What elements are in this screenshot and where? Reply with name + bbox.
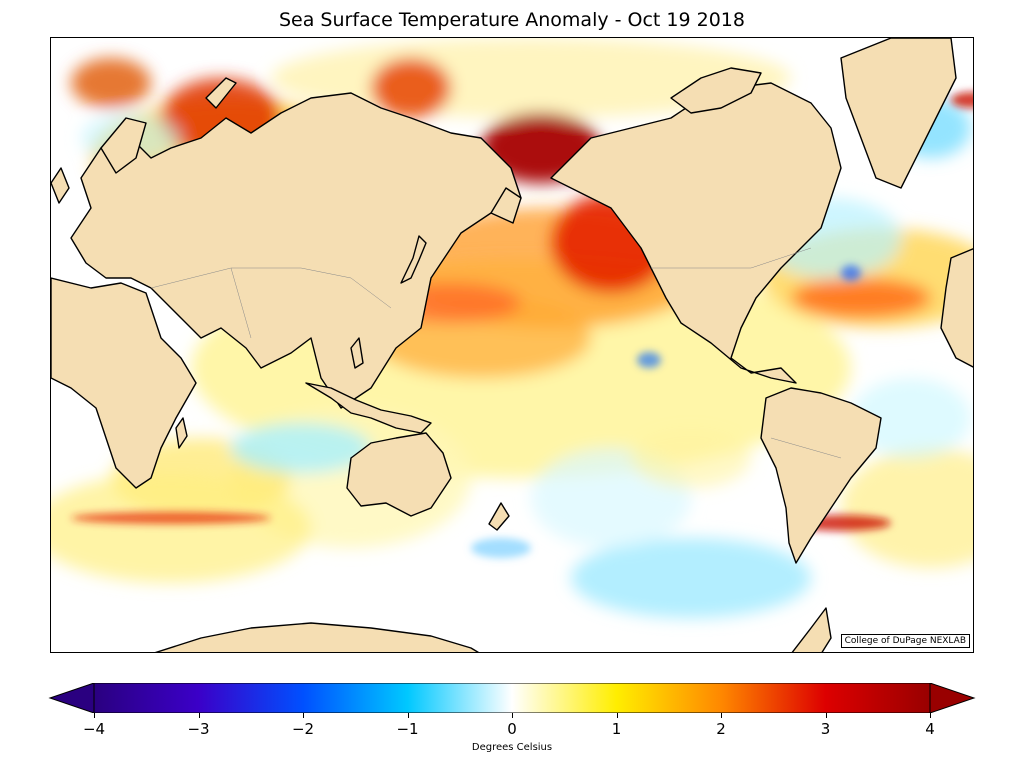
colorbar-tick-label: 3 (820, 720, 831, 738)
colorbar-label: Degrees Celsius (471, 742, 553, 753)
colorbar-tick (825, 713, 827, 718)
japan (400, 235, 427, 284)
colorbar-tick-label: −4 (82, 720, 106, 738)
colorbar-tick-label: 1 (611, 720, 622, 738)
new-zealand (488, 502, 510, 531)
madagascar (175, 417, 188, 449)
colorbar-high-extend (929, 683, 976, 713)
greenland (840, 38, 957, 189)
antarctic-peninsula (791, 607, 832, 652)
map-title: Sea Surface Temperature Anomaly - Oct 19… (279, 9, 745, 31)
indonesia (305, 382, 432, 434)
colorbar-tick (303, 713, 304, 718)
africa (51, 277, 197, 489)
colorbar-tick (512, 713, 513, 718)
colorbar-tick-label: −1 (396, 720, 419, 738)
colorbar-tick-label: 4 (925, 720, 935, 738)
land-masses (51, 38, 973, 652)
british-isles (51, 167, 70, 204)
colorbar-low-extend (48, 683, 95, 713)
colorbar-tick (930, 713, 931, 718)
colorbar-tick (94, 713, 95, 718)
colorbar-tick (721, 713, 722, 718)
anomaly-field (51, 38, 973, 618)
colorbar-tick-label: −3 (187, 720, 210, 738)
south-america (760, 387, 882, 564)
colorbar-tick (616, 713, 618, 718)
arctic-islands (670, 67, 762, 114)
map-canvas (51, 38, 973, 652)
australia (346, 432, 452, 517)
europe-west (940, 248, 973, 368)
colorbar-tick (198, 713, 200, 718)
kamchatka (490, 187, 522, 224)
colorbar (48, 683, 976, 713)
philippines (350, 337, 364, 369)
country-borders (150, 247, 842, 459)
colorbar-gradient (93, 683, 931, 713)
colorbar-tick (407, 713, 409, 718)
novaya-zemlya (205, 77, 237, 109)
colorbar-tick-label: 2 (716, 720, 726, 738)
credit-label: College of DuPage NEXLAB (840, 634, 970, 648)
colorbar-tick-label: 0 (507, 720, 517, 738)
colorbar-tick-label: −2 (291, 720, 315, 738)
scandinavia (100, 117, 147, 174)
antarctica (154, 622, 480, 652)
sst-anomaly-map: College of DuPage NEXLAB (50, 37, 974, 653)
